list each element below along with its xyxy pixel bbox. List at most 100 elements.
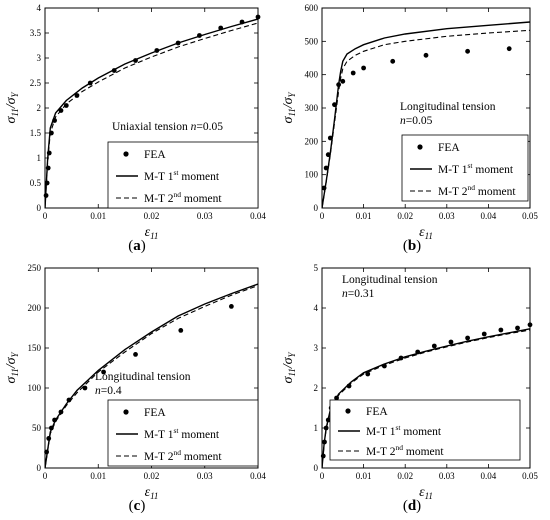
mt-2nd-moment-line [322, 329, 530, 468]
legend-label-fea: FEA [438, 142, 460, 154]
x-tick-label: 0.03 [197, 211, 213, 221]
x-tick-label: 0.01 [356, 211, 372, 221]
x-axis-label: ε11 [145, 485, 159, 501]
y-tick-label: 3 [314, 343, 319, 353]
plot-frame [321, 267, 531, 469]
panel-caption: (b) [403, 238, 421, 254]
y-tick-label: 300 [305, 103, 319, 113]
panel-d: 0 0.01 0.02 0.03 0.04 0.05 0 1 2 3 4 5 σ11/σY ε11 Long… [281, 263, 538, 514]
x-axis-label: ε11 [419, 485, 433, 501]
legend-marker-fea [123, 151, 129, 157]
legend-box [329, 399, 521, 461]
legend-marker-fea [417, 144, 423, 150]
mt-2nd-moment-line [45, 285, 258, 468]
legend-box [107, 141, 259, 209]
y-tick-label: 200 [305, 136, 319, 146]
x-tick-label: 0.04 [250, 211, 266, 221]
y-tick-label: 100 [305, 170, 319, 180]
legend-label-fea: FEA [144, 407, 166, 419]
x-tick-label: 0.01 [90, 211, 106, 221]
panel-a: 0 0.01 0.02 0.03 0.04 0 0.5 1 1.5 2 2.5 3 3.5 4 σ11/σY… [4, 3, 266, 254]
y-tick-label: 2 [37, 103, 42, 113]
legend-box [401, 134, 529, 202]
y-tick-label: 150 [28, 343, 42, 353]
fea-point [448, 339, 454, 345]
y-tick-label: 0.5 [30, 178, 42, 188]
legend-label-2nd: M-T 2nd moment [144, 190, 222, 205]
fea-point [365, 371, 371, 377]
fea-point [340, 78, 346, 84]
x-tick-label: 0 [43, 211, 48, 221]
legend-label-1st: M-T 1st moment [438, 161, 514, 176]
x-tick-label: 0.05 [522, 471, 538, 481]
panel-annotation: Longitudinal tension n=0.4 [95, 371, 191, 397]
x-tick-label: 0.03 [439, 211, 455, 221]
mt-1st-moment-line [45, 283, 258, 468]
y-tick-label: 0 [314, 203, 319, 213]
y-tick-label: 600 [305, 3, 319, 13]
x-tick-label: 0 [320, 211, 325, 221]
panel-caption: (d) [403, 498, 421, 514]
y-tick-label: 400 [305, 70, 319, 80]
panel-caption: (c) [129, 498, 146, 514]
x-tick-label: 0.03 [197, 471, 213, 481]
fea-point [506, 46, 512, 52]
fea-point [515, 325, 520, 331]
y-tick-label: 0 [37, 203, 42, 213]
legend: FEA M-T 1st moment M-T 2nd moment [107, 141, 259, 209]
y-tick-label: 1 [37, 153, 42, 163]
y-axis-label: σ11/σY [281, 91, 297, 123]
fea-point [431, 343, 437, 349]
y-tick-label: 0 [37, 463, 42, 473]
y-tick-label: 3 [37, 53, 42, 63]
legend: FEA M-T 1st moment M-T 2nd moment [107, 399, 259, 467]
panel-annotation: Longitudinal tension n=0.31 [342, 274, 438, 300]
x-tick-label: 0.04 [250, 471, 266, 481]
legend: FEA M-T 1st moment M-T 2nd moment [401, 134, 529, 202]
y-tick-label: 50 [32, 423, 42, 433]
y-tick-label: 100 [28, 383, 42, 393]
y-tick-label: 200 [28, 303, 42, 313]
fea-point [101, 369, 106, 375]
y-tick-label: 250 [28, 263, 42, 273]
fea-point [133, 352, 138, 357]
fea-point [228, 304, 234, 309]
panel-annotation: Longitudinal tension n=0.05 [400, 101, 496, 127]
y-tick-label: 500 [305, 36, 319, 46]
mt-1st-moment-line [45, 18, 258, 208]
y-tick-label: 4 [37, 3, 42, 13]
x-axis-label: ε11 [419, 225, 433, 241]
legend-label-fea: FEA [144, 149, 166, 161]
panel-caption: (a) [128, 238, 146, 254]
fea-point [527, 322, 533, 328]
mt-1st-moment-line [322, 328, 530, 468]
legend-label-2nd: M-T 2nd moment [438, 183, 516, 198]
fea-point [465, 48, 470, 54]
fea-point [255, 14, 261, 20]
fea-point [481, 331, 487, 337]
x-tick-label: 0.02 [397, 471, 413, 481]
x-tick-label: 0 [43, 471, 48, 481]
mt-2nd-moment-line [45, 22, 258, 208]
fea-point [465, 335, 470, 341]
fea-point [178, 328, 184, 333]
legend-box [107, 399, 259, 467]
panel-b: 0 0.01 0.02 0.03 0.04 0.05 0 100 200 300 400 500 600… [281, 3, 538, 254]
x-axis-label: ε11 [145, 225, 159, 241]
x-tick-label: 0 [320, 471, 325, 481]
fea-point [390, 58, 396, 64]
fea-point [350, 70, 356, 76]
y-tick-label: 1.5 [30, 128, 42, 138]
y-tick-label: 3.5 [30, 28, 42, 38]
legend-label-2nd: M-T 2nd moment [366, 443, 444, 458]
x-tick-label: 0.02 [397, 211, 413, 221]
y-tick-label: 2.5 [30, 78, 42, 88]
y-axis-label: σ11/σY [4, 91, 20, 123]
x-tick-label: 0.01 [356, 471, 372, 481]
y-axis-label: σ11/σY [4, 351, 20, 383]
legend-label-1st: M-T 1st moment [144, 168, 220, 183]
fea-point [498, 327, 504, 333]
x-tick-label: 0.04 [481, 211, 497, 221]
legend-label-1st: M-T 1st moment [144, 426, 220, 441]
